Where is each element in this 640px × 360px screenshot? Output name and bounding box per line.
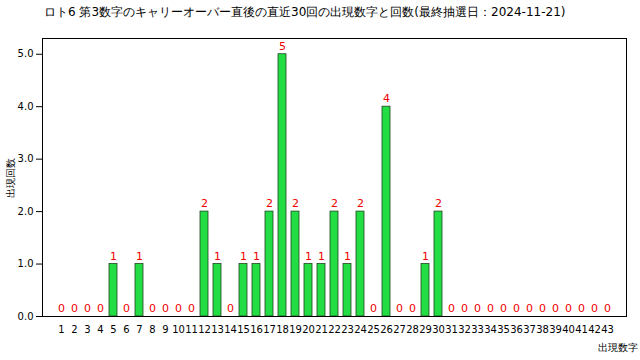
svg-text:1: 1 — [422, 250, 429, 263]
html-text:ロト6 第3数字のキャリーオーバー直後の直近30回の出現数字: ロト6 第3数字のキャリーオーバー直後の直近30回の出現数字と回数(最終抽選日：… — [44, 5, 566, 19]
svg-text:0: 0 — [448, 302, 455, 315]
svg-text:0: 0 — [565, 302, 572, 315]
svg-text:4.0: 4.0 — [18, 101, 34, 112]
svg-text:0: 0 — [123, 302, 130, 315]
svg-text:14: 14 — [224, 324, 237, 335]
svg-text:0: 0 — [513, 302, 520, 315]
svg-text:0: 0 — [396, 302, 403, 315]
svg-text:1: 1 — [214, 250, 221, 263]
svg-text:0: 0 — [370, 302, 377, 315]
svg-text:7: 7 — [136, 324, 142, 335]
svg-text:0: 0 — [552, 302, 559, 315]
svg-text:4: 4 — [97, 324, 103, 335]
svg-text:26: 26 — [380, 324, 393, 335]
svg-text:1: 1 — [58, 324, 64, 335]
svg-text:41: 41 — [575, 324, 588, 335]
svg-text:1: 1 — [136, 250, 143, 263]
svg-text:2: 2 — [435, 197, 442, 210]
svg-text:24: 24 — [354, 324, 367, 335]
svg-text:27: 27 — [393, 324, 406, 335]
svg-text:0: 0 — [58, 302, 65, 315]
svg-text:0: 0 — [500, 302, 507, 315]
svg-text:1: 1 — [253, 250, 260, 263]
svg-text:0: 0 — [591, 302, 598, 315]
svg-text:0: 0 — [71, 302, 78, 315]
svg-text:2: 2 — [292, 197, 299, 210]
svg-text:0: 0 — [578, 302, 585, 315]
svg-text:1.0: 1.0 — [18, 258, 34, 269]
svg-text:0: 0 — [461, 302, 468, 315]
svg-text:32: 32 — [458, 324, 471, 335]
svg-text:37: 37 — [523, 324, 536, 335]
svg-text:5.0: 5.0 — [18, 48, 34, 59]
svg-text:0: 0 — [539, 302, 546, 315]
svg-text:0: 0 — [84, 302, 91, 315]
svg-text:2: 2 — [266, 197, 273, 210]
svg-text:42: 42 — [588, 324, 601, 335]
svg-text:10: 10 — [172, 324, 185, 335]
svg-text:2: 2 — [71, 324, 77, 335]
svg-text:1: 1 — [318, 250, 325, 263]
svg-text:2.0: 2.0 — [18, 206, 34, 217]
svg-text:30: 30 — [432, 324, 445, 335]
svg-text:0: 0 — [162, 302, 169, 315]
svg-text:5: 5 — [279, 40, 286, 53]
svg-text:19: 19 — [289, 324, 302, 335]
svg-text:1: 1 — [240, 250, 247, 263]
svg-text:0: 0 — [175, 302, 182, 315]
svg-text:21: 21 — [315, 324, 328, 335]
svg-text:22: 22 — [328, 324, 341, 335]
svg-text:12: 12 — [198, 324, 211, 335]
svg-text:0: 0 — [487, 302, 494, 315]
svg-text:2: 2 — [201, 197, 208, 210]
svg-text:2: 2 — [331, 197, 338, 210]
svg-text:13: 13 — [211, 324, 224, 335]
svg-text:0: 0 — [188, 302, 195, 315]
svg-text:29: 29 — [419, 324, 432, 335]
svg-text:0.0: 0.0 — [18, 311, 34, 322]
svg-text:40: 40 — [562, 324, 575, 335]
svg-text:39: 39 — [549, 324, 562, 335]
svg-text:11: 11 — [185, 324, 198, 335]
svg-text:17: 17 — [263, 324, 276, 335]
svg-text:1: 1 — [110, 250, 117, 263]
svg-text:3: 3 — [84, 324, 90, 335]
svg-text:15: 15 — [237, 324, 250, 335]
svg-text:0: 0 — [227, 302, 234, 315]
svg-text:2: 2 — [357, 197, 364, 210]
svg-text:34: 34 — [484, 324, 497, 335]
svg-text:28: 28 — [406, 324, 419, 335]
svg-text:25: 25 — [367, 324, 380, 335]
svg-text:3.0: 3.0 — [18, 153, 34, 164]
svg-text:23: 23 — [341, 324, 354, 335]
svg-text:16: 16 — [250, 324, 263, 335]
svg-text:1: 1 — [344, 250, 351, 263]
svg-text:1: 1 — [305, 250, 312, 263]
svg-text:0: 0 — [149, 302, 156, 315]
svg-text:43: 43 — [601, 324, 614, 335]
svg-text:0: 0 — [97, 302, 104, 315]
svg-text:8: 8 — [149, 324, 155, 335]
svg-text:9: 9 — [162, 324, 168, 335]
svg-text:35: 35 — [497, 324, 510, 335]
svg-text:0: 0 — [409, 302, 416, 315]
svg-text:31: 31 — [445, 324, 458, 335]
svg-text:出現回数: 出現回数 — [5, 158, 16, 198]
svg-text:5: 5 — [110, 324, 116, 335]
svg-text:20: 20 — [302, 324, 315, 335]
svg-text:出現数字: 出現数字 — [598, 342, 638, 353]
svg-text:18: 18 — [276, 324, 289, 335]
svg-text:4: 4 — [383, 92, 390, 105]
svg-text:0: 0 — [526, 302, 533, 315]
svg-text:33: 33 — [471, 324, 484, 335]
svg-text:36: 36 — [510, 324, 523, 335]
svg-text:38: 38 — [536, 324, 549, 335]
svg-text:0: 0 — [604, 302, 611, 315]
svg-text:6: 6 — [123, 324, 129, 335]
svg-text:0: 0 — [474, 302, 481, 315]
